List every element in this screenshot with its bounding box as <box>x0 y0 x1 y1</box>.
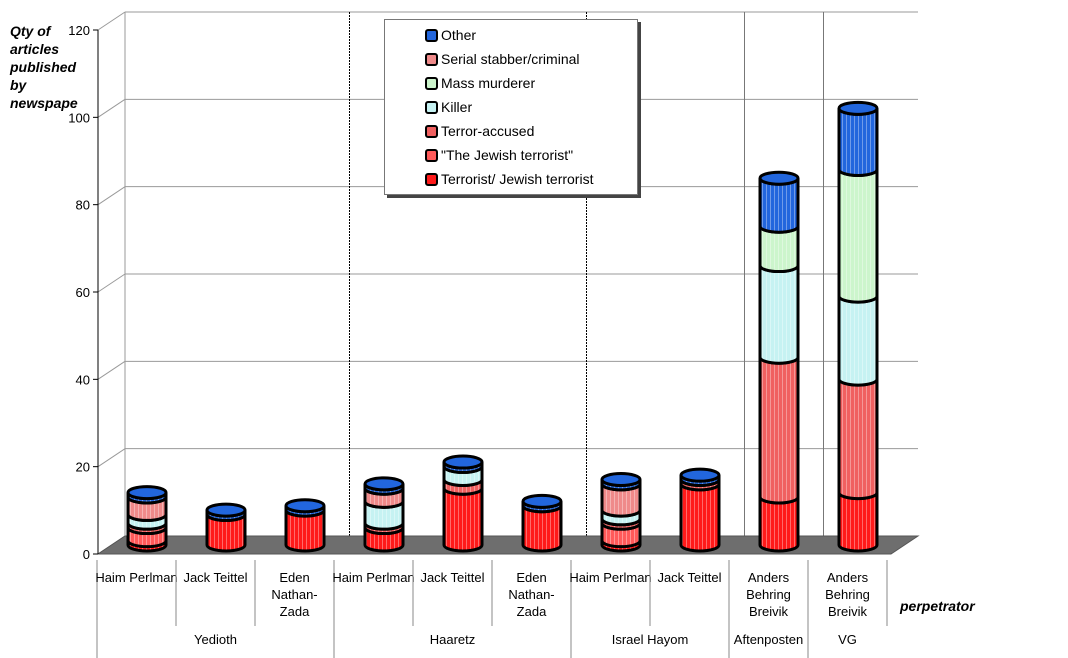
bar-stack <box>284 498 326 553</box>
bar-cap <box>600 472 642 487</box>
x-axis-categories: Haim Perlman Jack Teittel Eden Nathan-Zada H… <box>95 560 888 658</box>
legend-item: Mass murderer <box>385 71 637 95</box>
bar-segment <box>442 487 484 553</box>
gridline-connector <box>97 448 126 468</box>
bar-cap <box>679 467 721 483</box>
legend-item: Killer <box>385 95 637 119</box>
bar-cap <box>521 493 563 509</box>
y-tick-label: 120 <box>68 23 90 38</box>
bar-cap <box>363 476 405 492</box>
legend-swatch <box>425 76 438 90</box>
group-label: Israel Hayom <box>612 632 689 647</box>
y-tick-label: 40 <box>76 372 90 387</box>
gridline-connector <box>97 360 126 380</box>
y-tick-label: 80 <box>76 198 90 213</box>
bar-segment <box>837 107 879 177</box>
group-label: Yedioth <box>194 632 237 647</box>
bar-stack <box>600 472 642 553</box>
bar-cap <box>837 100 879 116</box>
x-tick-label: Eden Nathan-Zada <box>508 570 554 619</box>
legend: Other Serial stabber/criminal Mass murdere… <box>384 19 638 195</box>
x-tick-label: Haim Perlman <box>95 570 177 585</box>
bar-cap <box>284 498 326 514</box>
legend-item: "The Jewish terrorist" <box>385 143 637 167</box>
group-label: Haaretz <box>430 632 476 647</box>
axes: 0 20 40 60 80 100 120 <box>68 23 99 562</box>
legend-swatch <box>425 124 438 138</box>
legend-label: Mass murderer <box>441 75 536 91</box>
bar-segment <box>837 169 879 304</box>
legend-label: "The Jewish terrorist" <box>441 147 574 163</box>
legend-swatch <box>425 148 438 162</box>
group-label: Aftenposten <box>734 632 803 647</box>
gridline-connector <box>97 186 126 206</box>
x-tick-label: Haim Perlman <box>569 570 651 585</box>
gridline-connector <box>97 98 126 118</box>
bar-segment <box>758 496 800 553</box>
bar-stack <box>205 502 247 553</box>
legend-label: Terrorist/ Jewish terrorist <box>441 171 594 187</box>
bar-cap <box>442 454 484 470</box>
x-tick-label: Jack Teittel <box>183 570 247 585</box>
legend-swatch <box>425 172 438 186</box>
y-tick-label: 100 <box>68 110 90 125</box>
x-tick-label: Eden Nathan-Zada <box>271 570 317 619</box>
group-label: VG <box>838 632 857 647</box>
bars <box>126 100 879 553</box>
x-tick-label: Anders Behring Breivik <box>825 570 870 619</box>
legend-swatch <box>425 28 438 42</box>
gridline-connector <box>97 273 126 293</box>
bar-segment <box>758 177 800 234</box>
bar-cap <box>758 170 800 186</box>
y-tick-label: 0 <box>83 547 90 562</box>
bar-segment <box>837 492 879 553</box>
x-tick-label: Jack Teittel <box>657 570 721 585</box>
legend-swatch <box>425 52 438 66</box>
x-tick-label: Jack Teittel <box>420 570 484 585</box>
y-tick-label: 20 <box>76 460 90 475</box>
bar-segment <box>758 265 800 365</box>
y-axis-label: Qty of articles published by newspape <box>10 23 78 111</box>
bar-cap <box>126 485 168 501</box>
bar-stack <box>758 170 800 553</box>
bar-segment <box>758 356 800 505</box>
x-tick-label: Haim Perlman <box>332 570 414 585</box>
legend-item: Terrorist/ Jewish terrorist <box>385 167 637 191</box>
gridline-connector <box>97 11 126 31</box>
legend-item: Terror-accused <box>385 119 637 143</box>
bar-stack <box>837 100 879 553</box>
bar-stack <box>442 454 484 553</box>
bar-segment <box>679 483 721 553</box>
bar-segment <box>837 378 879 501</box>
y-tick-label: 60 <box>76 285 90 300</box>
legend-label: Other <box>441 27 477 43</box>
x-tick-label: Anders Behring Breivik <box>746 570 791 619</box>
x-axis-label: perpetrator <box>900 598 975 614</box>
legend-item: Serial stabber/criminal <box>385 47 637 71</box>
bar-segment <box>837 295 879 387</box>
bar-stack <box>521 493 563 553</box>
bar-stack <box>126 485 168 553</box>
legend-label: Serial stabber/criminal <box>441 51 580 67</box>
bar-stack <box>363 476 405 553</box>
legend-swatch <box>425 100 438 114</box>
legend-item: Other <box>385 23 637 47</box>
bar-stack <box>679 467 721 553</box>
legend-label: Terror-accused <box>441 123 535 139</box>
bar-cap <box>205 502 247 518</box>
legend-label: Killer <box>441 99 473 115</box>
